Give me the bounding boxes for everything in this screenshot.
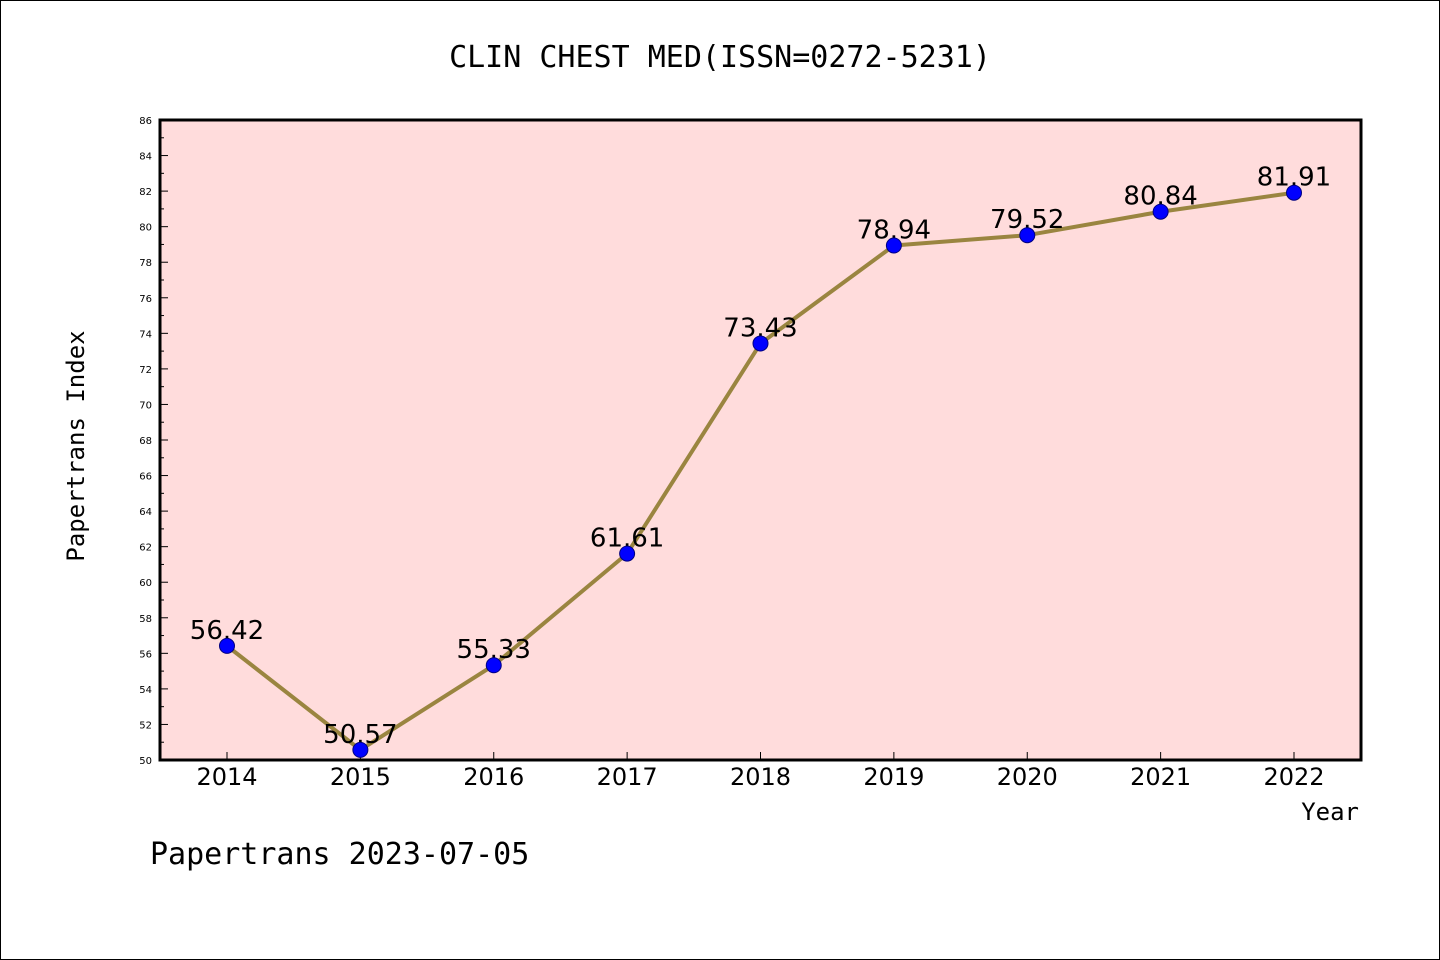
y-tick-label: 62 [139,543,152,554]
x-tick-label: 2022 [1263,763,1324,791]
x-tick-label: 2020 [997,763,1058,791]
y-tick-label: 58 [139,614,152,625]
data-point [352,741,369,758]
x-tick-label: 2016 [463,763,524,791]
x-tick-label: 2021 [1130,763,1191,791]
data-point [1286,184,1302,201]
y-axis-label: Papertrans Index [62,330,90,561]
x-tick-label: 2019 [863,763,924,791]
y-tick-label: 76 [139,294,152,305]
y-tick-label: 78 [139,258,152,269]
data-point [1152,203,1169,220]
plot-area [158,118,1363,762]
y-tick-label: 84 [139,152,152,163]
y-tick-label: 80 [139,223,152,234]
y-axis: 50 52 54 56 58 60 62 64 66 68 70 72 74 76 78 80 82 84 86 [139,116,168,767]
y-tick-label: 82 [139,187,152,198]
data-point [752,335,769,352]
footer-stamp: Papertrans 2023-07-05 [150,837,529,872]
data-point [885,237,902,254]
data-point [1019,227,1036,244]
x-tick-label: 2015 [330,763,391,791]
y-tick-label: 66 [139,472,152,483]
x-axis: 2014 2015 2016 2017 2018 2019 2020 2021 2022 [196,752,1325,791]
y-tick-label: 60 [139,578,152,589]
y-tick-label: 86 [139,116,152,127]
data-point [219,637,235,654]
y-tick-label: 56 [139,649,152,660]
y-tick-label: 70 [139,400,152,411]
x-tick-label: 2018 [730,763,791,791]
y-tick-label: 54 [139,685,152,696]
x-tick-label: 2017 [597,763,658,791]
data-point [485,657,502,674]
y-tick-label: 52 [139,720,152,731]
y-tick-label: 68 [139,436,152,447]
y-tick-label: 50 [139,756,152,767]
chart-title: CLIN CHEST MED(ISSN=0272-5231) [449,40,991,75]
y-tick-label: 74 [139,329,152,340]
x-axis-label: Year [1301,798,1359,826]
x-tick-label: 2014 [196,763,257,791]
y-tick-label: 64 [139,507,152,518]
y-tick-label: 72 [139,365,152,376]
data-point [619,545,636,562]
